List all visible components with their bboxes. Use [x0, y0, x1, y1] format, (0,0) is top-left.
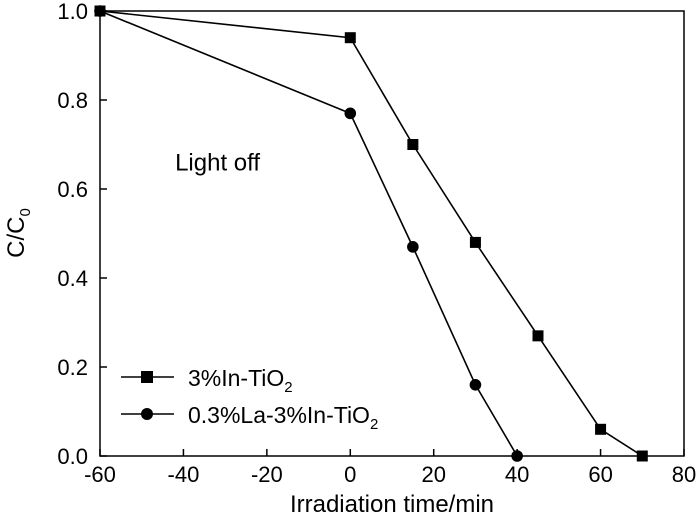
y-tick-label: 0.8	[57, 88, 88, 113]
x-tick-label: -40	[168, 462, 200, 487]
series-line-1	[99, 10, 643, 457]
y-axis-ticks: 0.0 0.2 0.4 0.6 0.8 1.0	[57, 0, 107, 469]
data-point-circle	[407, 241, 419, 253]
data-point-circle	[94, 5, 106, 17]
legend-label-series-2: 0.3%La-3%In-TiO2	[188, 402, 378, 433]
x-tick-label: -20	[251, 462, 283, 487]
y-tick-label: 0.6	[57, 177, 88, 202]
data-point-square	[636, 450, 648, 462]
x-axis-title: Irradiation time/min	[290, 491, 494, 518]
data-point-square	[344, 32, 356, 44]
legend: 3%In-TiO2 0.3%La-3%In-TiO2	[121, 365, 378, 433]
legend-marker-circle	[141, 408, 153, 420]
plot-frame	[99, 10, 685, 457]
x-tick-label: 20	[421, 462, 445, 487]
data-point-square	[532, 330, 544, 342]
y-tick-label: 0.4	[57, 266, 88, 291]
data-point-square	[407, 139, 419, 150]
legend-marker-square	[141, 371, 153, 383]
y-axis-title: C/C0	[3, 208, 34, 258]
data-point-circle	[469, 379, 482, 391]
x-tick-label: 80	[672, 462, 696, 487]
y-tick-label: 0.0	[57, 444, 88, 469]
light-off-annotation: Light off	[175, 149, 260, 176]
x-tick-label: 40	[505, 462, 529, 487]
x-tick-label: 0	[344, 462, 356, 487]
x-tick-label: 60	[588, 462, 612, 487]
data-point-circle	[511, 450, 523, 462]
x-tick-label: -60	[84, 462, 116, 487]
legend-label-series-1: 3%In-TiO2	[188, 365, 293, 396]
series-layer	[94, 5, 648, 462]
data-point-square	[595, 423, 607, 435]
y-tick-label: 0.2	[57, 355, 88, 380]
data-point-circle	[344, 107, 357, 120]
data-point-square	[469, 236, 481, 248]
y-tick-label: 1.0	[57, 0, 88, 24]
x-axis-ticks: -60 -40 -20 0 20 40 60 80	[84, 449, 696, 487]
series-line-2	[99, 10, 518, 457]
